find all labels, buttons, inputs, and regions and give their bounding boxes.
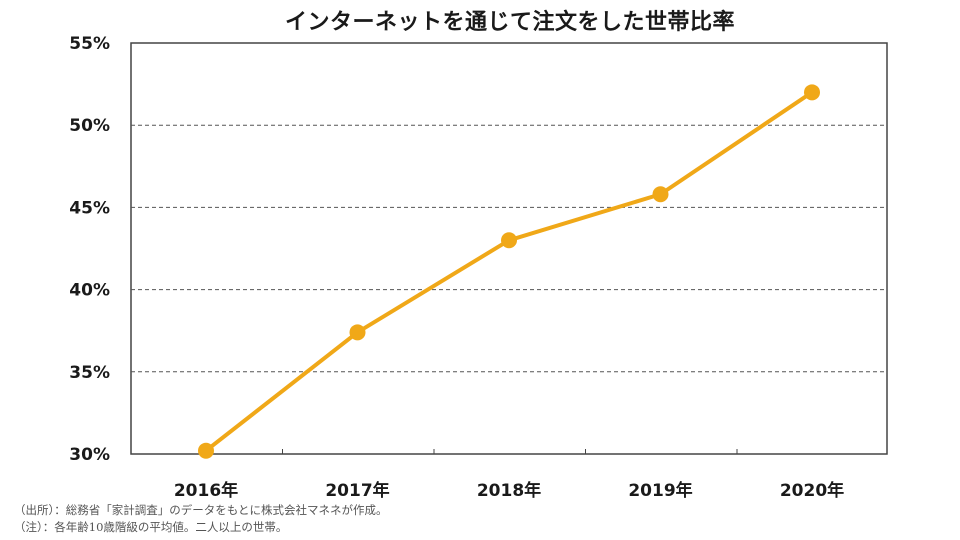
data-point: [349, 324, 366, 341]
grid-lines: [131, 124, 887, 373]
x-tick-label: 2017年: [325, 480, 389, 501]
method-note: （注）：各年齢10歳階級の平均値。二人以上の世帯。: [14, 520, 288, 534]
x-tick-label: 2020年: [780, 480, 844, 501]
chart-title: インターネットを通じて注文をした世帯比率: [284, 10, 735, 35]
data-point: [804, 84, 820, 101]
source-note: （出所）：総務省「家計調査」のデータをもとに株式会社マネネが作成。: [14, 503, 388, 517]
data-point: [652, 186, 669, 203]
y-tick-label: 50%: [69, 116, 110, 136]
y-tick-label: 55%: [69, 34, 110, 54]
plot-area: [130, 42, 888, 455]
x-tick-label: 2019年: [628, 480, 692, 501]
y-tick-label: 30%: [69, 445, 110, 465]
series-layer: [198, 84, 820, 459]
x-tick-label: 2018年: [477, 480, 541, 501]
y-tick-label: 40%: [69, 281, 110, 301]
y-axis-ticks: 30% 35% 40% 45% 50% 55%: [69, 34, 110, 465]
x-axis-ticks: 2016年 2017年 2018年 2019年 2020年: [174, 449, 844, 501]
x-tick-label: 2016年: [174, 480, 238, 501]
data-point: [501, 232, 517, 249]
y-tick-label: 45%: [69, 198, 110, 218]
y-tick-label: 35%: [69, 363, 110, 383]
data-point: [198, 442, 214, 459]
footnotes: （出所）：総務省「家計調査」のデータをもとに株式会社マネネが作成。 （注）：各年…: [14, 502, 388, 536]
